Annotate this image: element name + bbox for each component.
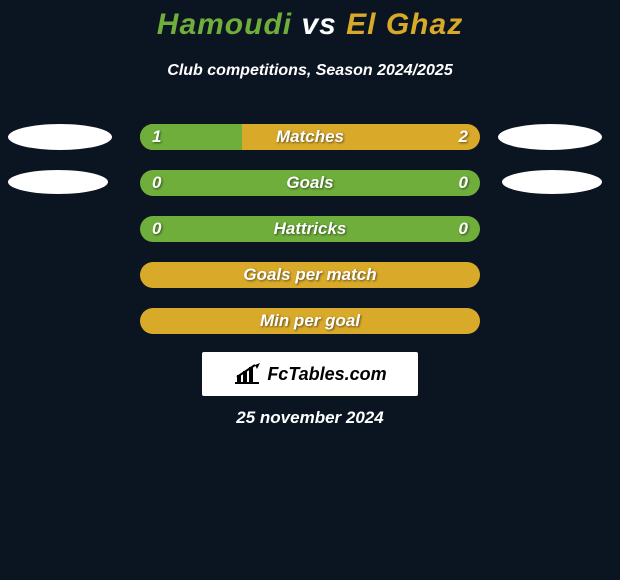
stat-bar: Min per goal	[140, 308, 480, 334]
stat-bar: Hattricks0 0	[140, 216, 480, 242]
subtitle: Club competitions, Season 2024/2025	[0, 62, 620, 80]
stat-bar: Matches1 2	[140, 124, 480, 150]
player-right-name: El Ghaz	[346, 8, 463, 41]
stat-label: Matches	[140, 124, 480, 150]
player-left-name: Hamoudi	[157, 8, 292, 41]
stat-row: Hattricks0 0	[0, 206, 620, 252]
date-footer: 25 november 2024	[0, 408, 620, 428]
page-title: Hamoudi vs El Ghaz	[0, 8, 620, 42]
stat-label: Goals	[140, 170, 480, 196]
player-right-avatar-placeholder	[498, 124, 602, 150]
stat-bar: Goals0 0	[140, 170, 480, 196]
player-left-avatar-placeholder	[8, 170, 108, 194]
player-right-avatar-placeholder	[502, 170, 602, 194]
stat-value-right: 2	[459, 124, 468, 150]
stat-row: Goals0 0	[0, 160, 620, 206]
stat-label: Hattricks	[140, 216, 480, 242]
stat-bar: Goals per match	[140, 262, 480, 288]
stat-value-left: 1	[152, 124, 161, 150]
stat-label: Min per goal	[140, 308, 480, 334]
stat-value-left: 0	[152, 216, 161, 242]
stat-label: Goals per match	[140, 262, 480, 288]
comparison-infographic: Hamoudi vs El Ghaz Club competitions, Se…	[0, 0, 620, 580]
stat-value-left: 0	[152, 170, 161, 196]
stat-value-right: 0	[459, 170, 468, 196]
source-badge-label: FcTables.com	[267, 364, 386, 385]
stat-value-right: 0	[459, 216, 468, 242]
stat-row: Goals per match	[0, 252, 620, 298]
stat-row: Min per goal	[0, 298, 620, 344]
player-left-avatar-placeholder	[8, 124, 112, 150]
source-badge: FcTables.com	[202, 352, 418, 396]
stat-row: Matches1 2	[0, 114, 620, 160]
bars-icon	[233, 363, 261, 385]
title-vs: vs	[292, 8, 346, 41]
